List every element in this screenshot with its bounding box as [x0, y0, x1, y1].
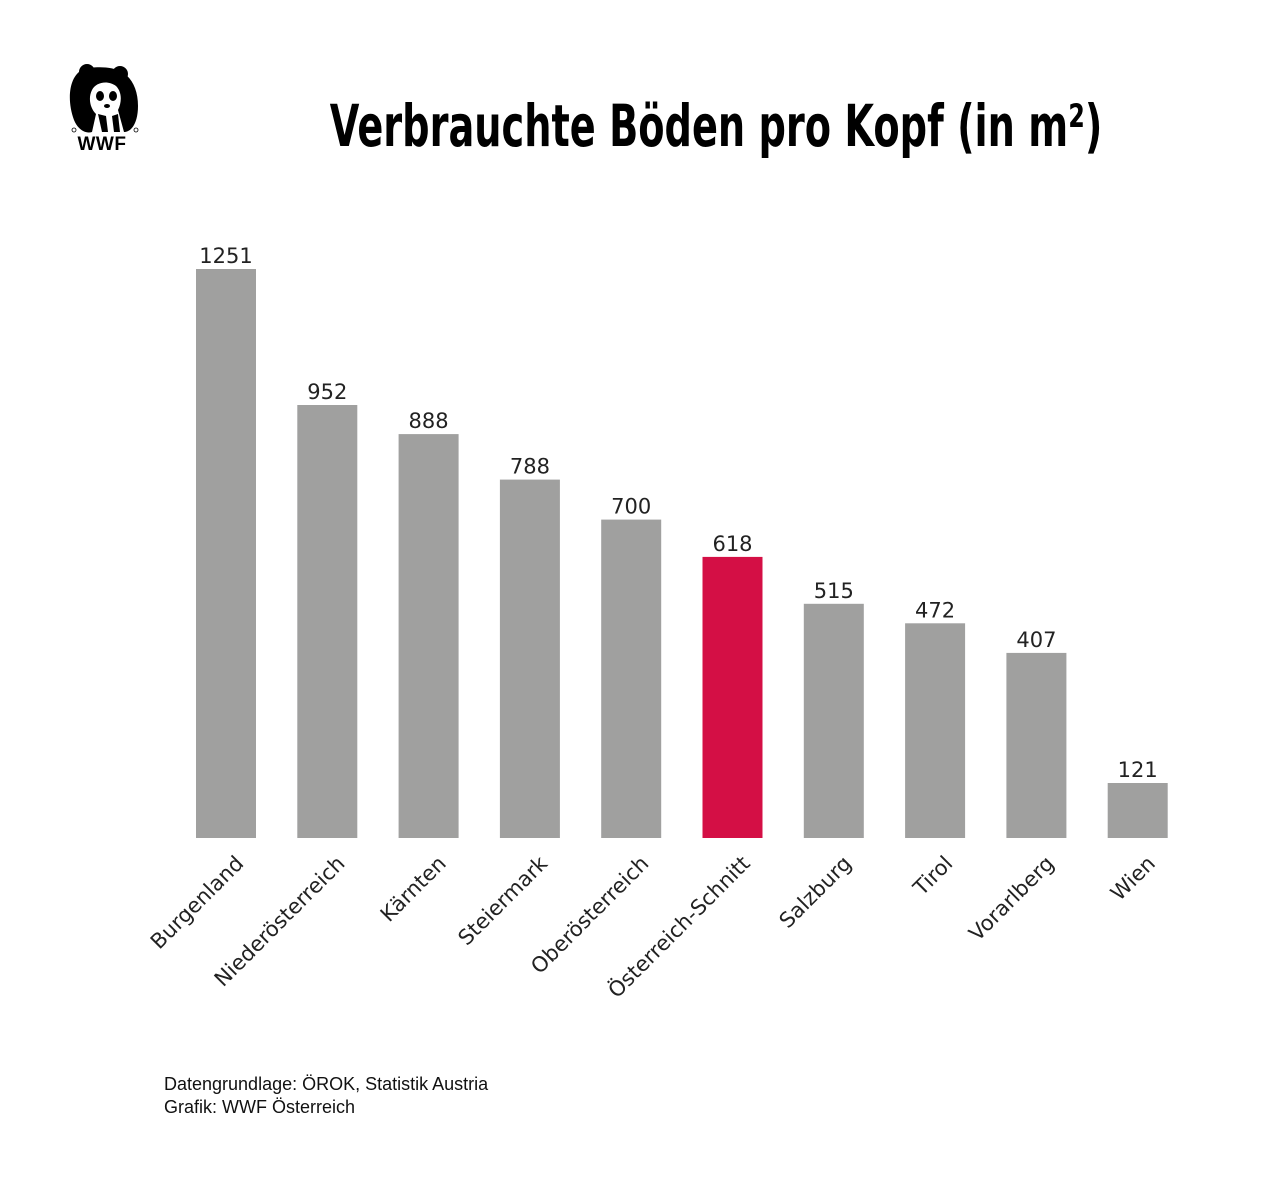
value-label-5: 618	[712, 532, 752, 556]
value-label-9: 121	[1118, 758, 1158, 782]
value-labels-layer: 1251 952 888 788 700 618 515 472 407 121	[199, 244, 1157, 782]
category-label-6: Salzburg	[775, 851, 857, 933]
value-label-0: 1251	[199, 244, 252, 268]
bar-7	[905, 623, 966, 838]
bar-8	[1006, 652, 1067, 838]
bar-6	[803, 603, 864, 838]
bar-5	[702, 556, 763, 838]
category-label-7: Tirol	[908, 851, 957, 900]
value-label-1: 952	[307, 380, 347, 404]
bar-9	[1107, 783, 1168, 838]
bar-2	[398, 434, 459, 838]
wwf-panda-logo	[69, 64, 139, 133]
bar-1	[297, 405, 358, 838]
bar-4	[601, 519, 662, 838]
credit-note: Grafik: WWF Österreich	[164, 1097, 356, 1117]
value-label-4: 700	[611, 495, 651, 519]
bar-0	[196, 269, 256, 838]
bar-3	[499, 479, 560, 838]
category-label-0: Burgenland	[146, 851, 248, 953]
source-note: Datengrundlage: ÖROK, Statistik Austria	[164, 1074, 489, 1094]
value-label-3: 788	[510, 455, 550, 479]
panda-icon	[69, 64, 139, 133]
bars-layer	[196, 269, 1168, 838]
category-label-9: Wien	[1106, 851, 1160, 905]
chart-footer: Datengrundlage: ÖROK, Statistik Austria …	[164, 1073, 488, 1119]
value-label-6: 515	[814, 579, 854, 603]
category-label-2: Kärnten	[376, 851, 451, 926]
value-label-8: 407	[1016, 628, 1056, 652]
category-label-8: Vorarlberg	[964, 851, 1058, 945]
value-label-7: 472	[915, 598, 955, 622]
wwf-logo-text: WWF	[77, 134, 127, 155]
category-label-3: Steiermark	[453, 851, 552, 950]
value-label-2: 888	[409, 409, 449, 433]
